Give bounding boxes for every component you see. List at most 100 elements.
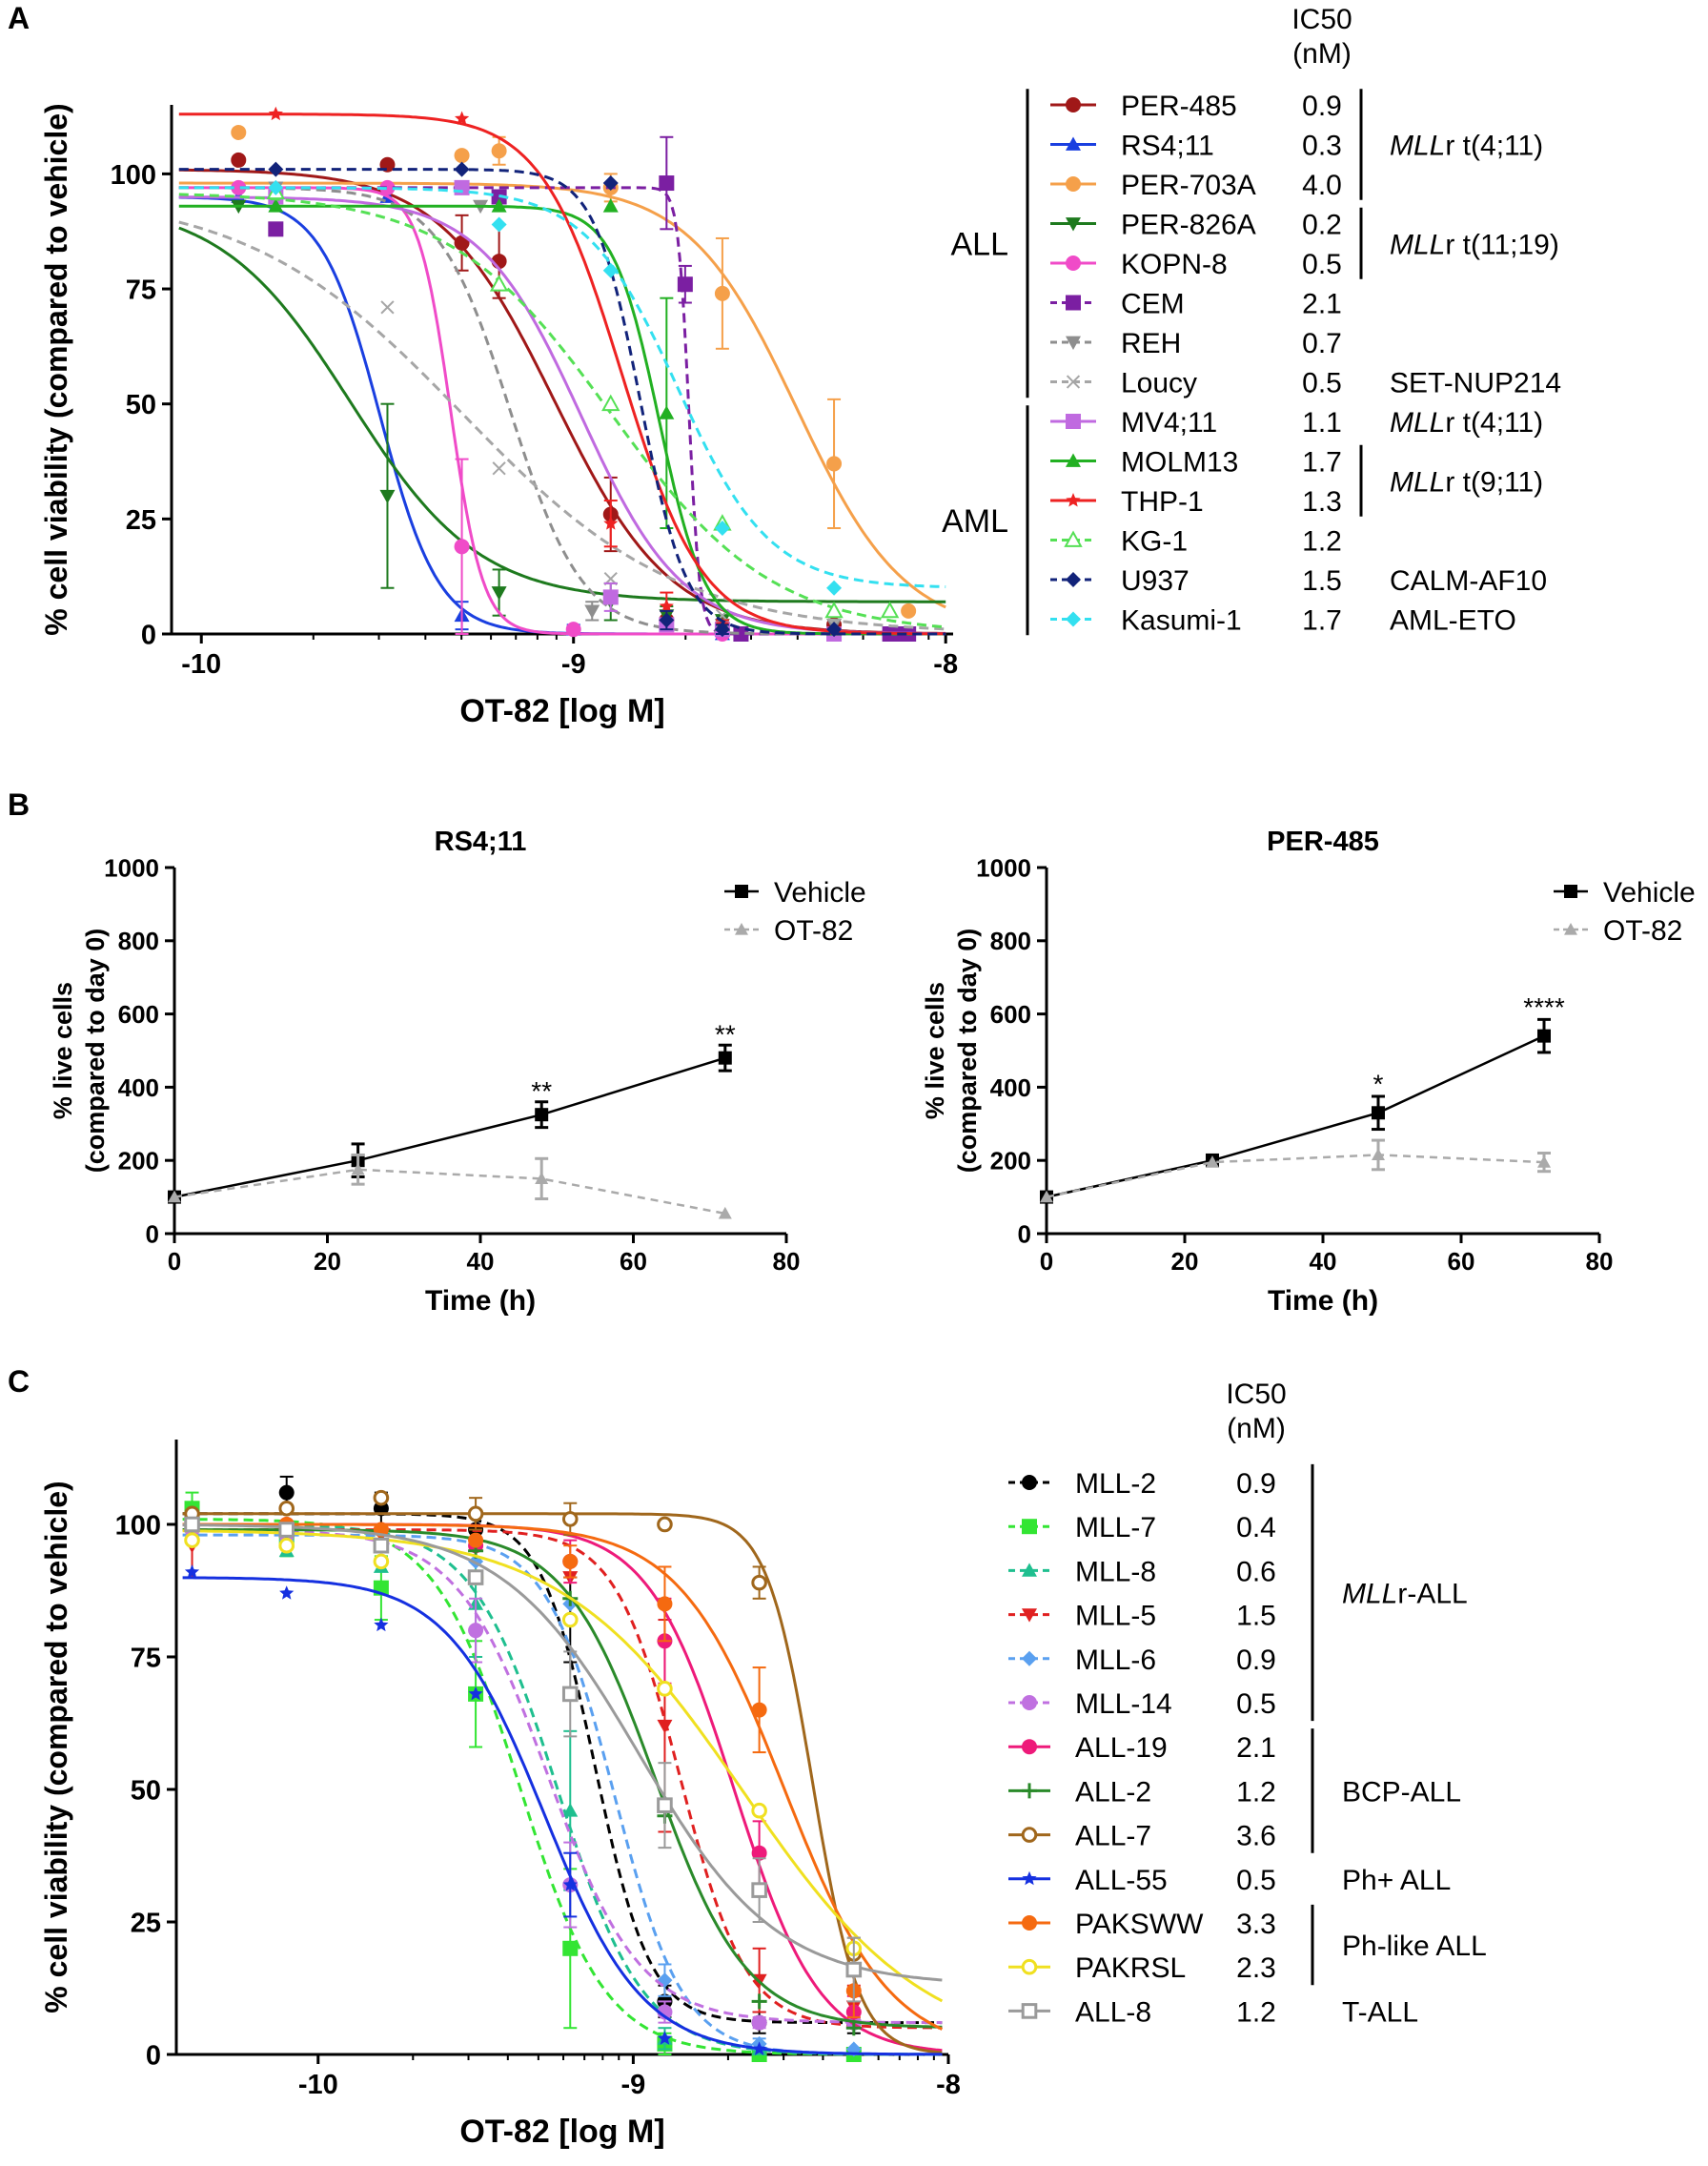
data-point-cem	[268, 221, 284, 237]
data-point-mll-5	[657, 1719, 673, 1734]
chart-title: RS4;11	[435, 827, 527, 857]
legend-ic50-u937: 1.5	[1302, 565, 1342, 597]
data-point-molm13	[268, 198, 284, 213]
legend-name-per-485: PER-485	[1121, 91, 1237, 122]
group-label-aml: AML	[942, 503, 1008, 540]
data-point-kopn-8	[454, 539, 470, 555]
curve-all-2	[182, 1528, 943, 2029]
series-all-55	[182, 1564, 943, 2056]
series-vehicle	[168, 1043, 732, 1204]
data-point-kg-1	[880, 601, 900, 619]
line-vehicle	[173, 1056, 726, 1198]
x-tick-label: 60	[1448, 1247, 1475, 1276]
chart-a: -10 -9 -8 0 25 50 75 100 OT-82 [log M] % cell via…	[39, 4, 1561, 729]
data-point-all-7	[657, 1516, 673, 1533]
legend-marker-all-2	[1022, 1783, 1037, 1799]
series-all-7	[182, 1489, 943, 2054]
series-ot-82	[1040, 1138, 1551, 1203]
data-point-all-8	[561, 1686, 579, 1703]
curve-mll-2	[182, 1512, 943, 2025]
data-point-paksww	[657, 1596, 673, 1612]
panel-c-label: C	[8, 1364, 30, 1399]
legend-marker-pakrsl	[1021, 1958, 1038, 1975]
annotation-text: r-ALL	[1397, 1579, 1467, 1610]
data-point-ot-82	[1206, 1155, 1219, 1168]
data-point-all-8	[467, 1569, 484, 1585]
annotation-text: SET-NUP214	[1390, 368, 1561, 399]
legend-marker-per-826a	[1066, 217, 1081, 232]
y-tick-label: 800	[118, 927, 159, 955]
data-point-pakrsl	[657, 1681, 673, 1697]
legend-header-unit: (nM)	[1227, 1413, 1286, 1444]
data-point-ot-82	[168, 1190, 181, 1203]
data-point-per-703a	[826, 456, 843, 472]
data-point-paksww	[562, 1553, 579, 1569]
data-point-all-55	[374, 1617, 389, 1632]
annotation-text: AML-ETO	[1390, 605, 1516, 637]
y-tick-label: 600	[118, 1000, 159, 1029]
data-point-molm13	[602, 198, 619, 213]
legend-marker-ot-82	[1564, 923, 1577, 935]
y-tick-label: 100	[111, 160, 156, 191]
data-point-all-19	[751, 1845, 767, 1861]
curve-per-485	[178, 168, 946, 635]
data-point-per-826a	[379, 489, 396, 504]
legend-ic50-all-7: 3.6	[1236, 1821, 1276, 1852]
line-ot-82	[173, 1168, 726, 1216]
data-point-pakrsl	[278, 1537, 295, 1554]
y-tick-label: 600	[990, 1000, 1031, 1029]
annotation-mllr-t-11-19: MLLr t(11;19)	[1390, 229, 1559, 260]
legend-ic50-mll-8: 0.6	[1236, 1556, 1276, 1587]
legend-marker-all-7	[1021, 1827, 1038, 1843]
data-point-ot-82	[1537, 1155, 1551, 1168]
data-point-per-703a	[231, 124, 247, 140]
significance-marker: *	[1373, 1070, 1384, 1099]
annotation-text: r t(4;11)	[1445, 131, 1543, 162]
annotation-text: T-ALL	[1342, 1996, 1418, 2028]
x-axis-title: OT-82 [log M]	[459, 2114, 664, 2150]
legend-ic50-paksww: 3.3	[1236, 1909, 1276, 1940]
data-point-mll-14	[751, 2014, 767, 2031]
legend-ic50-thp-1: 1.3	[1302, 486, 1342, 518]
legend-header-unit: (nM)	[1292, 38, 1352, 70]
data-point-ot-82	[1372, 1148, 1385, 1161]
data-point-all-2	[751, 1993, 767, 2010]
panel-b-label: B	[8, 787, 30, 822]
series-mll-7	[182, 1491, 943, 2062]
x-tick-label: -8	[933, 649, 958, 680]
series-per-485	[178, 152, 946, 635]
legend-name-mv4-11: MV4;11	[1121, 407, 1217, 439]
legend-ic50-rs4-11: 0.3	[1302, 131, 1342, 162]
legend-ic50-mll-14: 0.5	[1236, 1688, 1276, 1720]
legend-ic50-per-826a: 0.2	[1302, 210, 1342, 241]
data-point-ot-82	[535, 1172, 549, 1184]
legend-ic50-cem: 2.1	[1302, 289, 1342, 320]
annotation-calm-af10: CALM-AF10	[1390, 565, 1547, 597]
legend-ic50-reh: 0.7	[1302, 328, 1342, 359]
legend-name-per-826a: PER-826A	[1121, 210, 1256, 241]
data-point-all-55	[468, 1686, 483, 1701]
x-tick-label: -10	[181, 649, 221, 680]
legend-marker-rs4-11	[1066, 136, 1081, 151]
data-point-u937	[659, 612, 675, 628]
legend-marker-mll-2	[1022, 1475, 1037, 1490]
legend-name-mll-14: MLL-14	[1075, 1688, 1172, 1720]
legend-marker-kasumi-1	[1066, 611, 1081, 627]
y-tick-label: 200	[990, 1147, 1031, 1175]
annotation-mllr-all: MLLr-ALL	[1342, 1579, 1468, 1610]
y-tick-label: 1000	[976, 853, 1031, 882]
legend-marker-mv4-11	[1066, 414, 1081, 429]
y-tick-label: 100	[115, 1510, 161, 1541]
curve-reh	[178, 186, 946, 636]
legend-marker-all-55	[1022, 1870, 1037, 1886]
data-point-mv4-11	[454, 179, 470, 195]
legend-marker-kopn-8	[1066, 255, 1081, 271]
series-mll-2	[182, 1475, 943, 2034]
x-axis-title: Time (h)	[1268, 1285, 1378, 1317]
legend-marker-all-19	[1022, 1739, 1037, 1755]
legend-ic50-pakrsl: 2.3	[1236, 1952, 1276, 1984]
data-point-mll-14	[657, 2004, 673, 2020]
